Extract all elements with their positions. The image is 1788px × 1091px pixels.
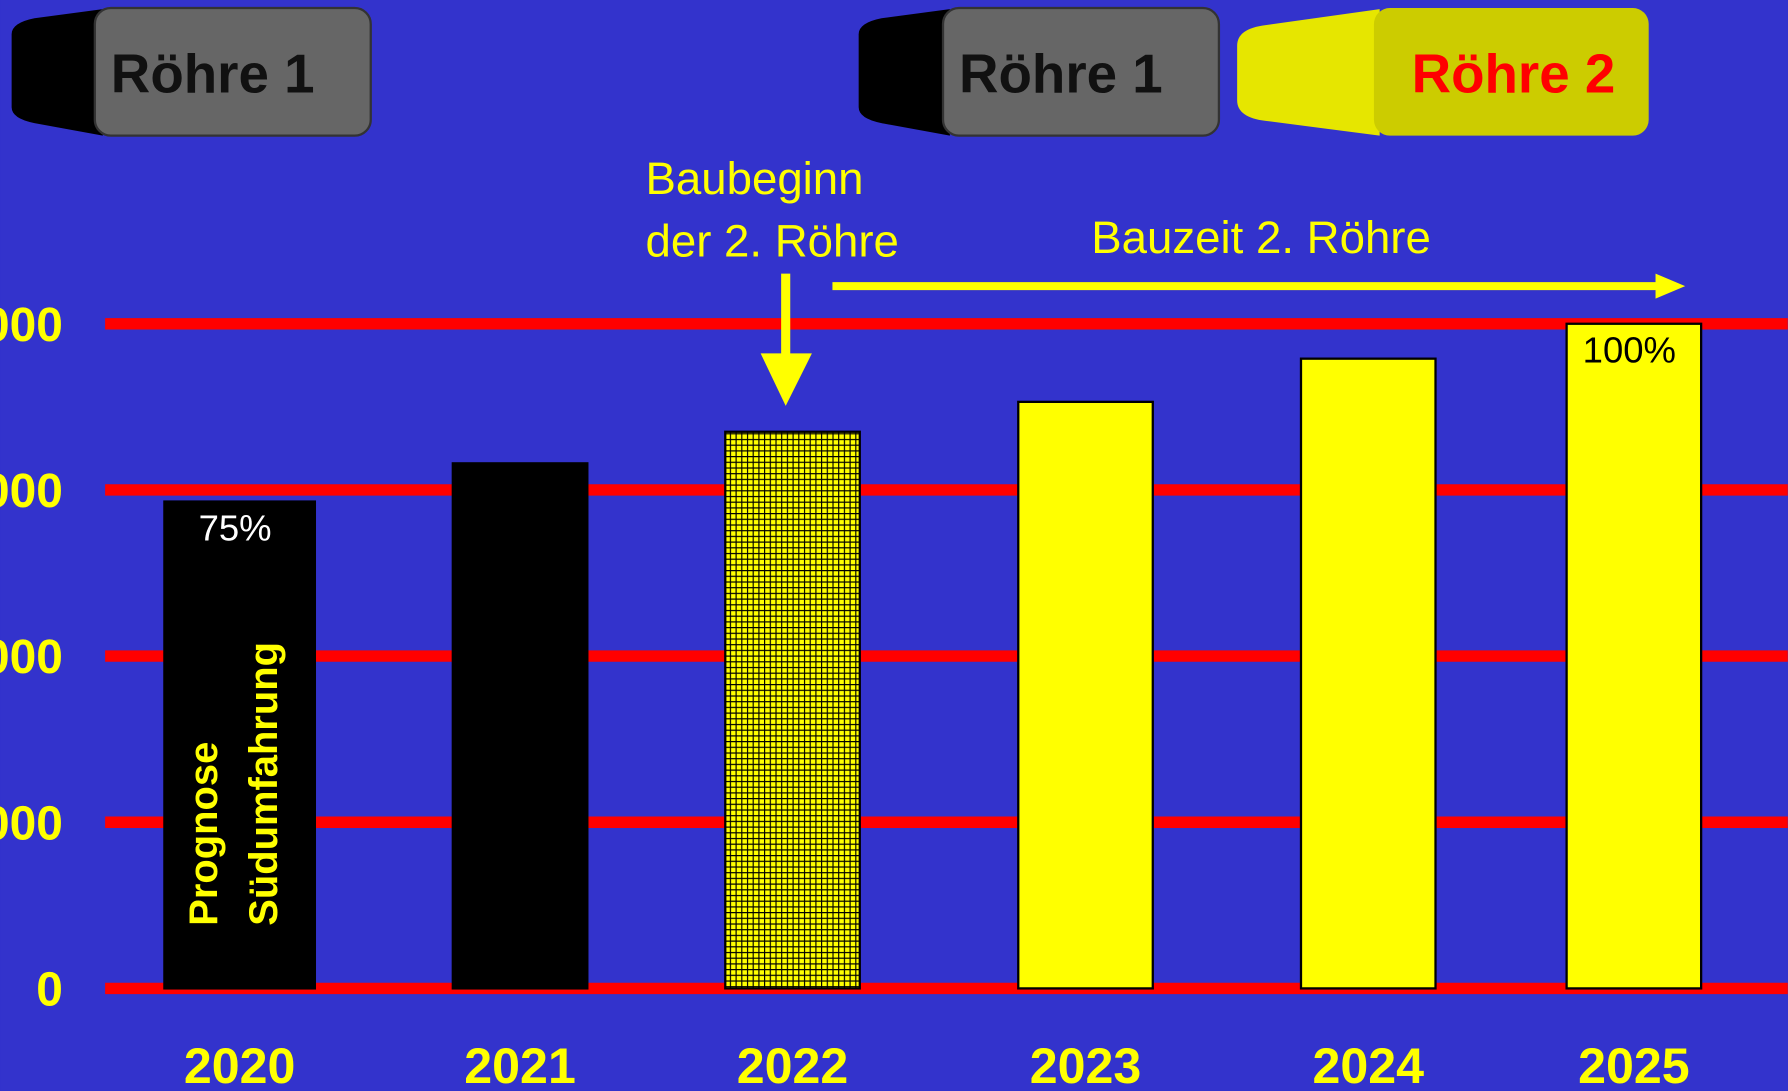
legend-label: Röhre 1 xyxy=(959,42,1163,104)
y-tick-label: 20000 xyxy=(0,631,63,684)
bar xyxy=(724,430,861,990)
annotation: der 2. Röhre xyxy=(645,216,898,267)
bar xyxy=(1017,400,1154,990)
bar xyxy=(163,500,317,990)
annotation: Bauzeit 2. Röhre xyxy=(1091,212,1431,263)
y-tick-label: 10000 xyxy=(0,797,63,850)
legend-pill xyxy=(93,6,372,137)
annotation: Baubeginn xyxy=(645,153,863,204)
bar xyxy=(1565,322,1703,990)
x-tick-label: 2024 xyxy=(1312,1038,1424,1091)
y-tick-label: 30000 xyxy=(0,465,63,518)
marker-tip xyxy=(11,9,103,136)
legend: Röhre 1 Röhre 1 Röhre 2 xyxy=(11,6,1649,137)
legend-pill xyxy=(1373,7,1649,136)
bar xyxy=(1299,357,1437,990)
x-tick-label: 2020 xyxy=(184,1038,296,1091)
marker-tip xyxy=(858,9,950,136)
bar-text: Südumfahrung xyxy=(242,642,286,926)
bar xyxy=(451,462,589,990)
marker-tip xyxy=(1237,9,1380,136)
y-tick-label: 40000 xyxy=(0,299,63,352)
x-tick-label: 2025 xyxy=(1578,1038,1690,1091)
bar-text: Prognose xyxy=(182,742,226,926)
arrow-head xyxy=(1655,273,1686,299)
y-tick-label: 0 xyxy=(36,963,63,1016)
bar-label: 100% xyxy=(1583,330,1676,371)
arrow-head xyxy=(760,353,812,406)
x-tick-label: 2021 xyxy=(464,1038,576,1091)
legend-label: Röhre 1 xyxy=(111,42,315,104)
legend-pill xyxy=(941,6,1221,137)
x-tick-label: 2022 xyxy=(737,1038,849,1091)
x-tick-label: 2023 xyxy=(1030,1038,1142,1091)
legend-label: Röhre 2 xyxy=(1412,42,1616,104)
bar-label: 75% xyxy=(199,507,272,548)
